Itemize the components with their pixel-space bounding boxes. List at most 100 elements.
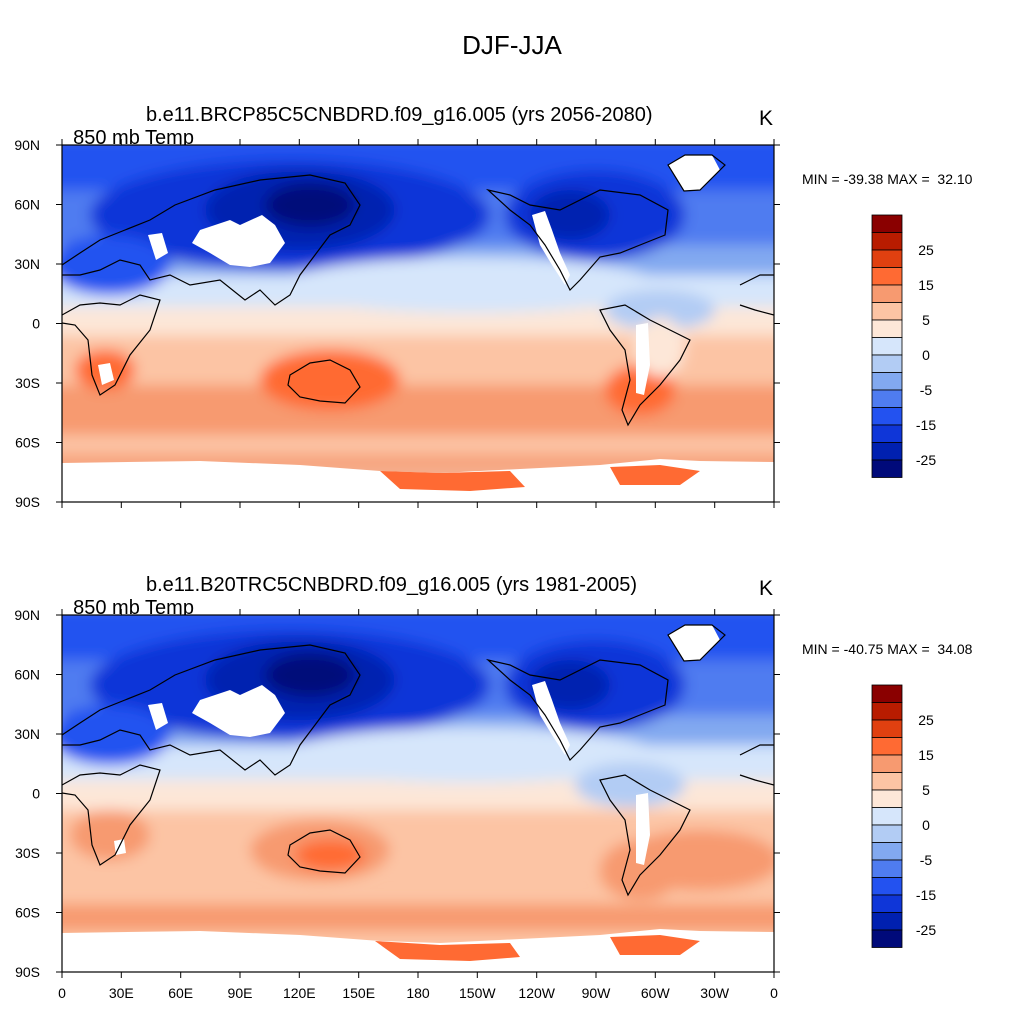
colorbar-swatch (871, 912, 903, 931)
lat-label: 30N (14, 726, 40, 742)
panel-1-colorbar-labels: 25 15 5 0 -5 -15 -25 (916, 242, 936, 468)
panel-2-coastlines (62, 624, 774, 897)
lon-label: 90E (228, 985, 253, 1001)
colorbar-label: -25 (916, 922, 936, 938)
colorbar-label: -25 (916, 452, 936, 468)
panel-1-colorbar: 25 15 5 0 -5 -15 -25 (871, 214, 936, 478)
colorbar-swatch (871, 284, 903, 303)
figure-title: DJF-JJA (462, 30, 562, 60)
lon-label: 120E (283, 985, 316, 1001)
panel-2-title: 850 mb Temp b.e11.B20TRC5CNBDRD.f09_g16.… (62, 574, 637, 643)
panel-2-units: K (759, 577, 774, 600)
colorbar-label: -15 (916, 417, 936, 433)
panel-2-lon-labels: 0 30E 60E 90E 120E 150E 180 150W 120W 90… (58, 985, 778, 1001)
panel-2-min-value: MIN = -40.75 (802, 641, 884, 657)
colorbar-swatch (871, 894, 903, 913)
lat-label: 30N (14, 256, 40, 272)
colorbar-label: 0 (922, 817, 930, 833)
lat-label: 0 (32, 316, 40, 332)
colorbar-swatch (871, 302, 903, 321)
lon-label: 0 (58, 985, 66, 1001)
lat-label: 90S (15, 494, 40, 510)
lat-label: 90N (14, 137, 40, 153)
panel-2-contour-field (62, 615, 774, 972)
lon-label: 30E (109, 985, 134, 1001)
colorbar-label: 15 (918, 747, 934, 763)
lat-label: 90S (15, 964, 40, 980)
panel-1-ticks (56, 139, 780, 508)
colorbar-swatch (871, 754, 903, 773)
colorbar-swatch (871, 842, 903, 861)
lat-label: 90N (14, 607, 40, 623)
panel-2-minmax: MIN = -40.75 MAX = 34.08 (802, 641, 972, 657)
colorbar-label: 5 (922, 312, 930, 328)
lat-label: 30S (15, 375, 40, 391)
lon-label: 120W (518, 985, 555, 1001)
panel-2-map: 90N 60N 30N 0 30S 60S 90S 0 30E 60E 90E … (14, 607, 780, 1001)
colorbar-swatch (871, 389, 903, 408)
colorbar-swatch (871, 424, 903, 443)
colorbar-swatch (871, 337, 903, 356)
colorbar-swatch (871, 407, 903, 426)
colorbar-swatch (871, 459, 903, 478)
panel-1-min-value: MIN = -39.38 (802, 171, 884, 187)
panel-2-lat-labels: 90N 60N 30N 0 30S 60S 90S (14, 607, 40, 980)
colorbar-swatch (871, 877, 903, 896)
panel-2-variable-label: 850 mb Temp (73, 597, 194, 619)
lon-label: 150W (459, 985, 496, 1001)
colorbar-swatch (871, 232, 903, 251)
lon-label: 180 (406, 985, 430, 1001)
panel-2-colorbar-labels: 25 15 5 0 -5 -15 -25 (916, 712, 936, 938)
lon-label: 30W (700, 985, 730, 1001)
colorbar-swatch (871, 372, 903, 391)
colorbar-swatch (871, 319, 903, 338)
lon-label: 150E (342, 985, 375, 1001)
colorbar-swatch (871, 772, 903, 791)
lon-label: 60E (168, 985, 193, 1001)
lon-label: 60W (641, 985, 671, 1001)
colorbar-label: 25 (918, 712, 934, 728)
lat-label: 60S (15, 905, 40, 921)
colorbar-swatch (871, 702, 903, 721)
colorbar-swatch (871, 249, 903, 268)
panel-2-colorbar: 25 15 5 0 -5 -15 -25 (871, 684, 936, 948)
lat-label: 60N (14, 667, 40, 683)
colorbar-label: -15 (916, 887, 936, 903)
panel-1-title: 850 mb Temp b.e11.BRCP85C5CNBDRD.f09_g16… (62, 104, 652, 173)
lat-label: 60N (14, 197, 40, 213)
lat-label: 60S (15, 435, 40, 451)
lon-label: 0 (770, 985, 778, 1001)
panel-1-lat-labels: 90N 60N 30N 0 30S 60S 90S (14, 137, 40, 510)
panel-1-case-label: b.e11.BRCP85C5CNBDRD.f09_g16.005 (yrs 20… (146, 104, 653, 126)
colorbar-label: 5 (922, 782, 930, 798)
panel-1-minmax: MIN = -39.38 MAX = 32.10 (802, 171, 972, 187)
colorbar-swatch (871, 442, 903, 461)
lon-label: 90W (582, 985, 612, 1001)
colorbar-swatch (871, 807, 903, 826)
colorbar-swatch (871, 719, 903, 738)
colorbar-swatch (871, 267, 903, 286)
panel-1-coastlines (62, 154, 774, 427)
lat-label: 0 (32, 786, 40, 802)
colorbar-swatch (871, 214, 903, 233)
colorbar-swatch (871, 824, 903, 843)
colorbar-label: 15 (918, 277, 934, 293)
panel-2-max-value: MAX = 34.08 (887, 641, 973, 657)
colorbar-swatch (871, 354, 903, 373)
colorbar-label: -5 (920, 852, 933, 868)
panel-2-case-label: b.e11.B20TRC5CNBDRD.f09_g16.005 (yrs 198… (146, 574, 638, 596)
panel-2-ticks (56, 609, 780, 978)
colorbar-swatch (871, 684, 903, 703)
colorbar-swatch (871, 859, 903, 878)
colorbar-label: -5 (920, 382, 933, 398)
lat-label: 30S (15, 845, 40, 861)
colorbar-swatch (871, 737, 903, 756)
panel-1-max-value: MAX = 32.10 (887, 171, 973, 187)
panel-1-variable-label: 850 mb Temp (73, 127, 194, 149)
panel-1-map: 90N 60N 30N 0 30S 60S 90S 0 30E 60E 90E … (14, 137, 780, 510)
colorbar-swatch (871, 789, 903, 808)
colorbar-label: 0 (922, 347, 930, 363)
panel-1-contour-field (62, 145, 774, 502)
panel-1-units: K (759, 107, 774, 130)
colorbar-swatch (871, 929, 903, 948)
